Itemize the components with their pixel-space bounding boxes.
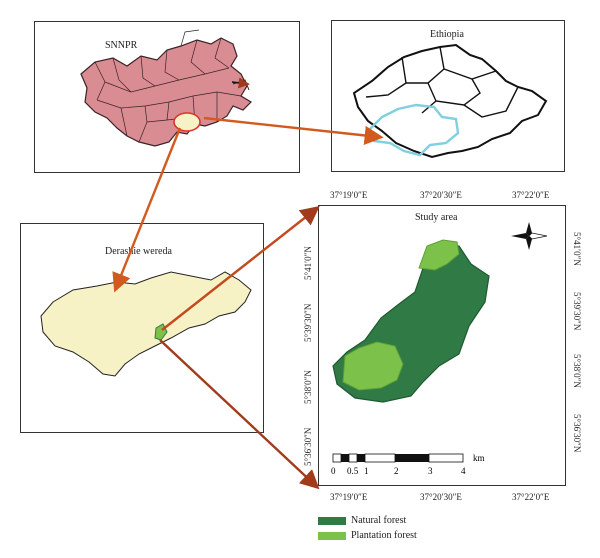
scale-tick-1: 1: [364, 466, 369, 476]
study-map: 0 0.5 1 2 3 4 km: [331, 222, 548, 476]
legend-item-natural-forest: Natural forest: [318, 513, 417, 528]
left-label-3: 5°38′0″N: [303, 370, 313, 404]
plantation-forest-southwest: [342, 341, 404, 391]
study-panel: Study area 0 0.5 1 2 3 4: [318, 205, 566, 486]
snnpr-title: SNNPR: [105, 40, 138, 51]
top-label-1: 37°19′0″E: [330, 190, 368, 200]
top-label-3: 37°22′0″E: [512, 190, 550, 200]
legend-swatch-natural: [318, 516, 346, 525]
ethiopia-outline: [352, 43, 548, 159]
scale-tick-3: 3: [428, 466, 433, 476]
right-label-1: 5°41′0″N: [572, 232, 582, 266]
derashie-outline: [40, 271, 252, 377]
legend: Natural forest Plantation forest: [318, 513, 417, 543]
scale-tick-4: 4: [461, 466, 466, 476]
legend-item-plantation-forest: Plantation forest: [318, 528, 417, 543]
scale-tick-0-5: 0.5: [347, 466, 359, 476]
snnpr-outline-in-ethiopia: [366, 103, 460, 157]
scale-unit: km: [473, 453, 485, 463]
left-label-4: 5°36′30″N: [303, 427, 313, 466]
snnpr-outline: [80, 37, 252, 147]
ethiopia-panel: Ethiopia: [331, 20, 565, 172]
ethiopia-map: [352, 43, 548, 159]
derashie-map: [40, 271, 252, 377]
bottom-label-1: 37°19′0″E: [330, 492, 368, 502]
left-label-1: 5°41′0″N: [303, 246, 313, 280]
scale-tick-0: 0: [331, 466, 336, 476]
snnpr-panel: SNNPR: [34, 21, 300, 173]
left-label-2: 5°39′30″N: [303, 303, 313, 342]
snnpr-map: [80, 29, 252, 147]
right-label-3: 5°38′0″N: [572, 354, 582, 388]
ethiopia-title: Ethiopia: [430, 29, 464, 40]
legend-label-natural: Natural forest: [351, 515, 407, 526]
study-title: Study area: [415, 212, 458, 223]
derashie-panel: Derashie wereda: [20, 223, 264, 433]
right-label-4: 5°36′30″N: [572, 414, 582, 453]
right-label-2: 5°39′30″N: [572, 292, 582, 331]
snnpr-highlight-circle: [173, 112, 201, 132]
scale-bar: 0 0.5 1 2 3 4 km: [331, 453, 485, 476]
legend-swatch-plantation: [318, 531, 346, 540]
bottom-label-3: 37°22′0″E: [512, 492, 550, 502]
bottom-label-2: 37°20′30″E: [420, 492, 462, 502]
top-label-2: 37°20′30″E: [420, 190, 462, 200]
scale-tick-2: 2: [394, 466, 399, 476]
legend-label-plantation: Plantation forest: [351, 530, 417, 541]
plantation-forest-north: [418, 239, 460, 271]
compass-rose-icon: [511, 222, 548, 250]
